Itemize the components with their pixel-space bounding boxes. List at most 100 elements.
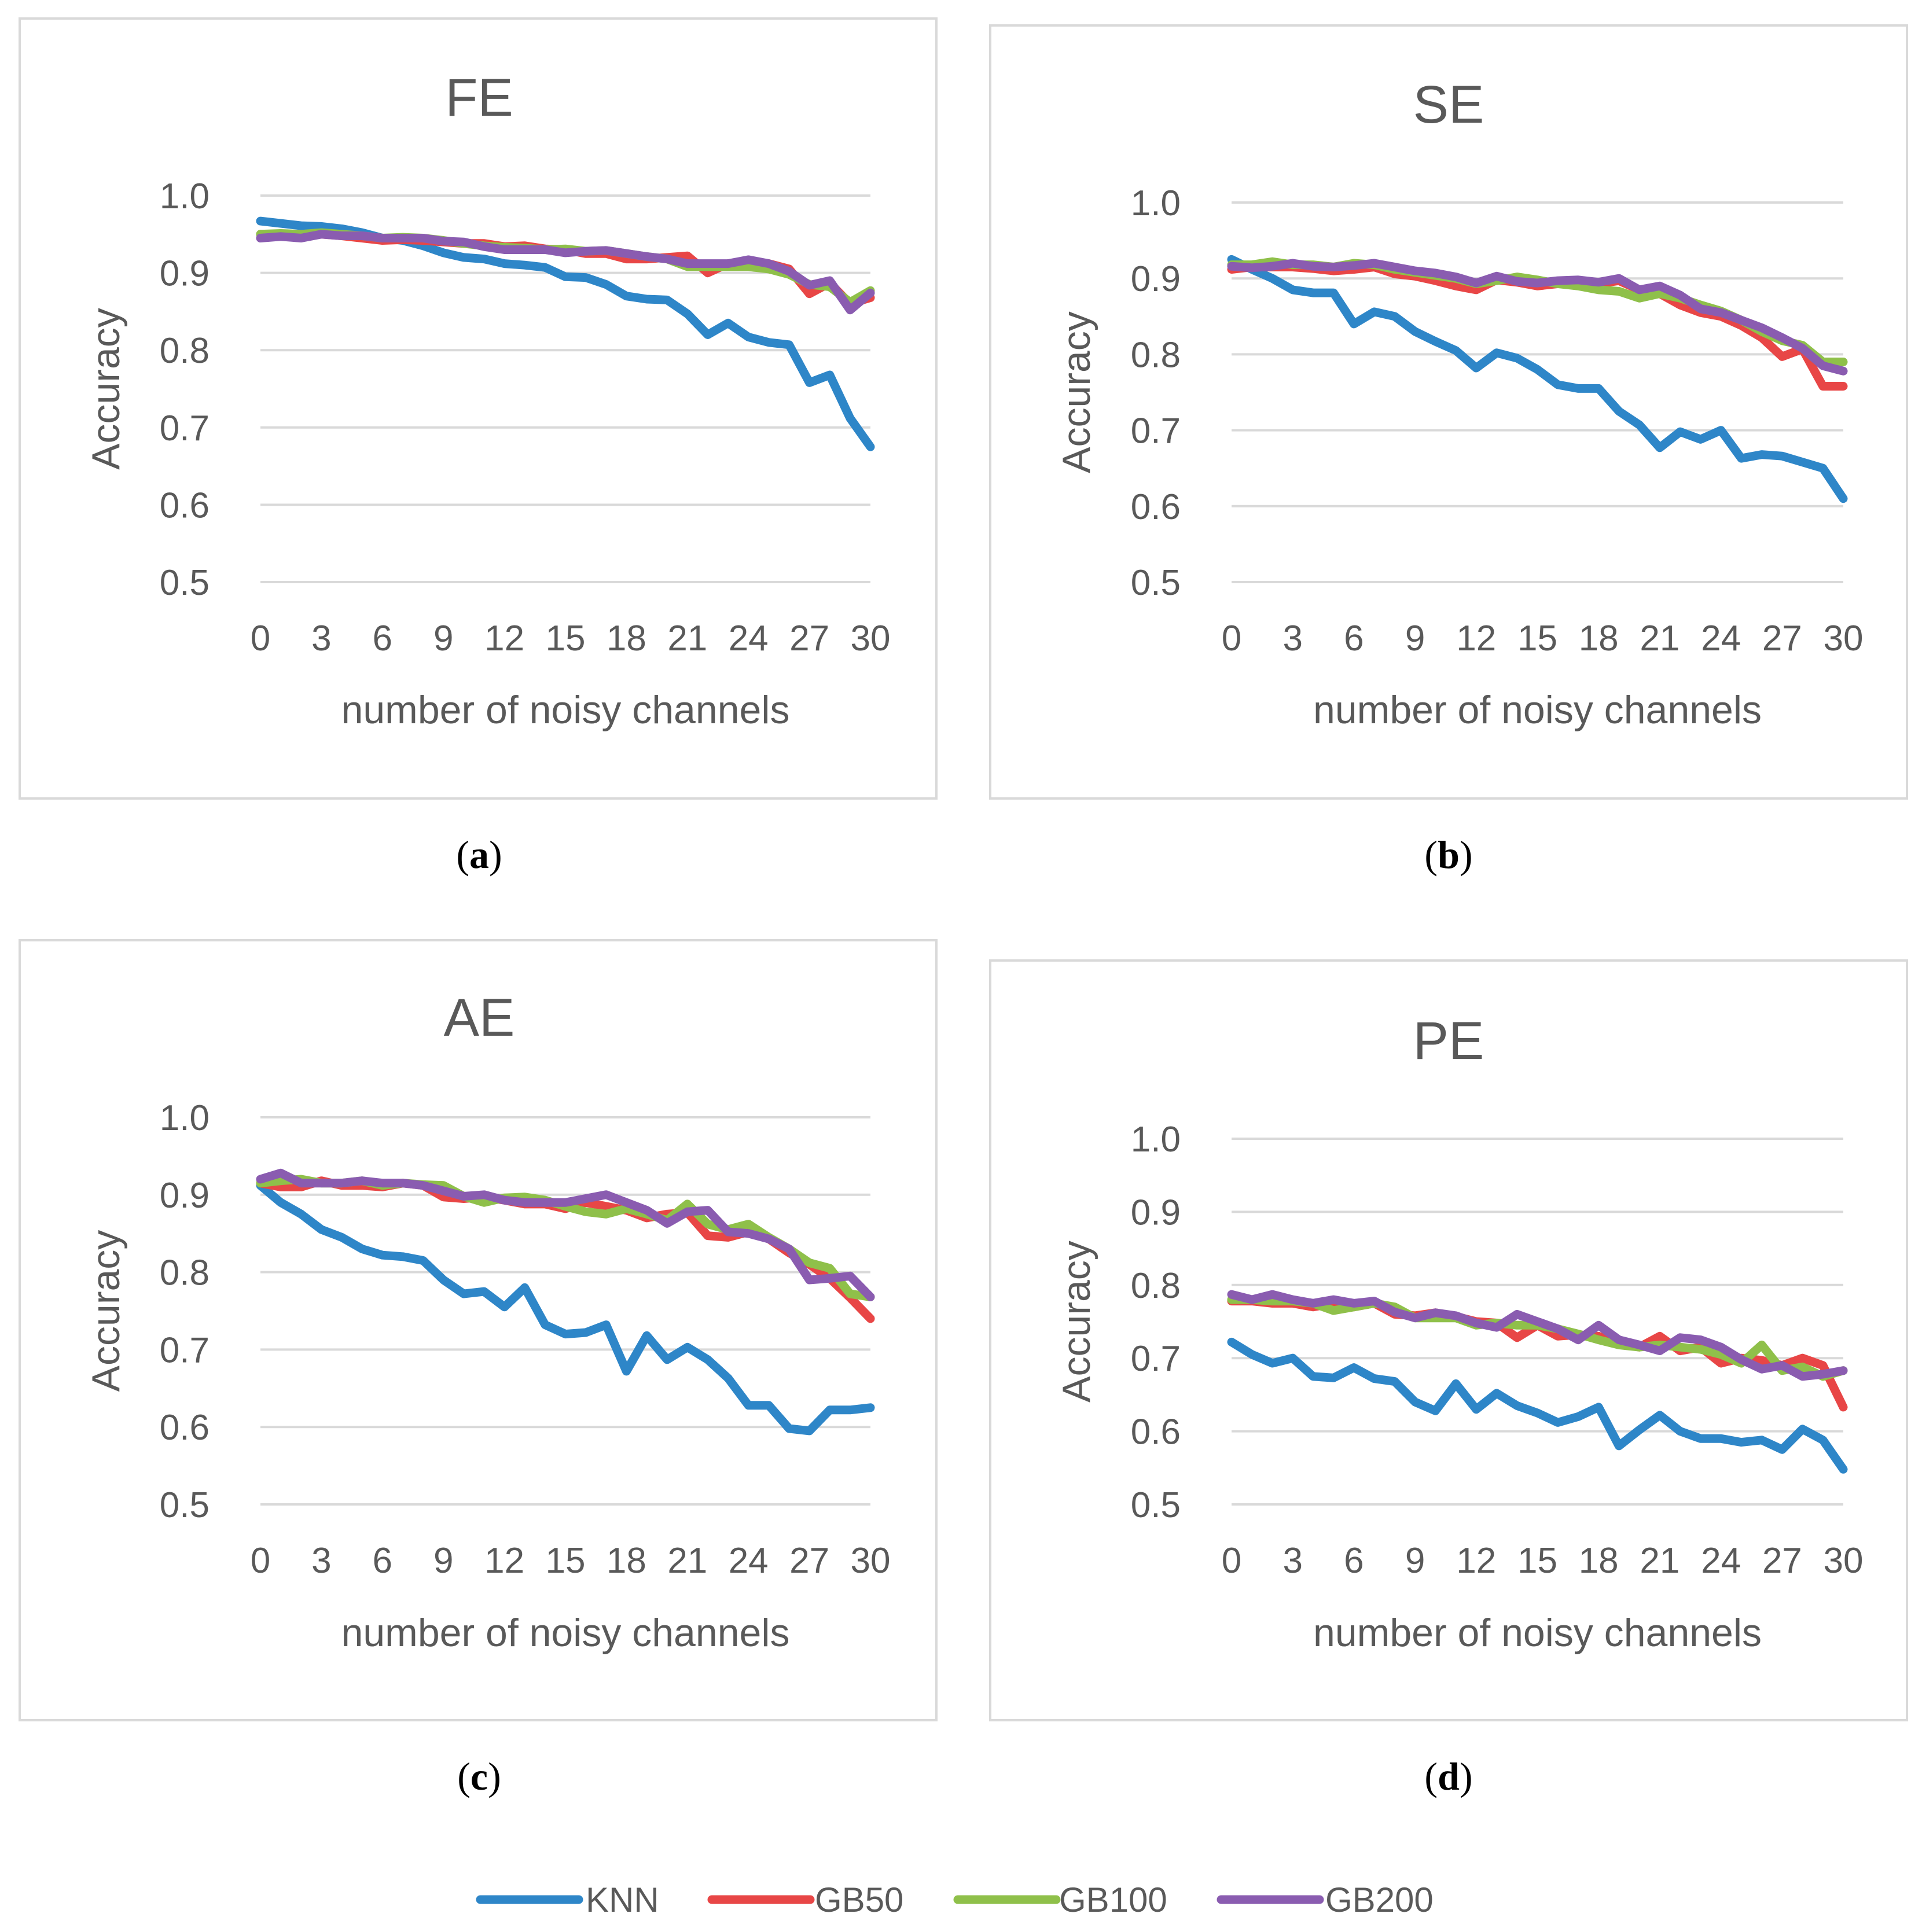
x-tick-label: 6 [373,619,392,658]
panel-frame [989,959,1908,1721]
series-line-knn [1227,1337,1848,1474]
legend-label: GB200 [1325,1881,1434,1919]
x-tick-label: 15 [1517,619,1557,658]
x-tick-label: 24 [729,619,769,658]
x-tick-label: 3 [1282,1541,1302,1581]
chart-panels: 0.50.60.70.80.91.00 3 6 9 12 15 18 21 24 27 30FEnu… [19,17,1908,1798]
y-axis-label: Accuracy [1054,311,1098,473]
y-tick-label: 1.0 [160,176,210,216]
x-axis-label: number of noisy channels [341,1611,790,1655]
y-axis-label: Accuracy [84,1230,128,1392]
y-tick-label: 0.7 [1131,411,1181,451]
panel-frame [19,17,938,800]
y-tick-label: 0.5 [160,1485,210,1525]
x-tick-label: 21 [667,619,707,658]
chart-panel-ae: 0.5 0.6 0.7 0.8 0.9 1.0 0 3 6 9 12 15 18 21 24 27 30 AE nu… [19,939,938,1798]
x-tick-label: 21 [667,1541,707,1581]
chart-panel-fe: 0.5 0.6 0.7 0.8 0.9 1.0 0 3 6 9 12 15 18 21 24 27 30 FE nu… [19,17,938,877]
y-tick-label: 0.7 [160,409,210,448]
x-tick-label: 3 [1282,619,1302,658]
x-tick-label: 27 [789,1541,829,1581]
x-tick-label: 18 [1579,1541,1619,1581]
x-tick-label: 6 [1344,1541,1364,1581]
x-axis-label: number of noisy channels [1313,1611,1762,1655]
x-tick-label: 30 [1824,619,1864,658]
series-line-gb200 [1227,259,1848,376]
chart-title: AE [444,988,515,1047]
x-tick-label: 0 [1222,619,1241,658]
panel-frame [19,939,938,1721]
x-tick-label: 12 [1456,1541,1496,1581]
y-tick-label: 0.9 [160,254,210,294]
legend-item-gb100: GB100 [953,1881,1167,1919]
x-tick-label: 30 [1824,1541,1864,1581]
chart-title: SE [1413,75,1484,134]
x-tick-label: 6 [1344,619,1364,658]
x-tick-label: 27 [1762,619,1802,658]
series-line-gb200 [256,1168,875,1301]
series-line-gb200 [256,230,875,315]
chart-panel-pe: 0.5 0.6 0.7 0.8 0.9 1.0 0 3 6 9 12 15 18 21 24 27 30 PE nu… [989,959,1908,1798]
x-tick-label: 24 [1701,1541,1741,1581]
legend-label: GB50 [815,1881,903,1919]
legend-item-gb200: GB200 [1217,1881,1434,1919]
x-axis-label: number of noisy channels [341,688,790,732]
y-tick-label: 0.6 [1131,1412,1181,1452]
x-tick-label: 21 [1640,1541,1680,1581]
x-tick-label: 6 [373,1541,392,1581]
legend-item-gb50: GB50 [707,1881,903,1919]
x-tick-label: 12 [484,1541,524,1581]
panel-caption: (b) [1424,833,1472,877]
chart-panel-se: 0.5 0.6 0.7 0.8 0.9 1.0 0 3 6 9 12 15 18 21 24 27 30 SE nu… [989,24,1908,877]
x-tick-label: 12 [484,619,524,658]
x-tick-label: 21 [1640,619,1680,658]
x-tick-label: 9 [1405,1541,1425,1581]
x-tick-label: 12 [1456,619,1496,658]
x-tick-label: 27 [789,619,829,658]
x-tick-label: 18 [1579,619,1619,658]
x-tick-label: 0 [1222,1541,1241,1581]
panel-caption: (d) [1424,1754,1472,1798]
x-tick-label: 15 [546,1541,586,1581]
x-tick-label: 30 [851,1541,891,1581]
x-tick-label: 30 [851,619,891,658]
y-tick-label: 0.7 [160,1330,210,1370]
y-tick-label: 1.0 [160,1098,210,1138]
x-tick-label: 18 [607,619,646,658]
legend-item-knn: KNN [476,1881,659,1919]
y-tick-label: 1.0 [1131,1120,1181,1160]
y-tick-label: 0.9 [1131,1193,1181,1232]
panel-caption: (a) [456,833,502,877]
y-tick-label: 0.8 [160,1253,210,1293]
y-tick-label: 0.8 [160,331,210,371]
x-tick-label: 18 [607,1541,646,1581]
series-line-gb200 [1227,1290,1848,1381]
y-tick-label: 1.0 [1131,183,1181,223]
y-tick-label: 0.8 [1131,335,1181,375]
y-tick-label: 0.6 [160,1408,210,1448]
x-tick-label: 9 [1405,619,1425,658]
x-tick-label: 24 [1701,619,1741,658]
x-tick-label: 9 [433,1541,453,1581]
y-tick-label: 0.5 [160,563,210,603]
x-tick-label: 3 [311,1541,331,1581]
legend-label: GB100 [1059,1881,1167,1919]
series-line-knn [256,1181,875,1436]
x-tick-label: 0 [251,619,270,658]
y-tick-label: 0.9 [1131,259,1181,299]
y-tick-label: 0.6 [1131,487,1181,527]
panel-frame [989,24,1908,800]
y-tick-label: 0.5 [1131,563,1181,603]
x-tick-label: 9 [433,619,453,658]
x-tick-label: 3 [311,619,331,658]
y-axis-label: Accuracy [1054,1241,1098,1403]
y-axis-label: Accuracy [84,308,128,470]
panel-caption: (c) [457,1754,501,1798]
series-line-knn [1227,255,1848,503]
x-tick-label: 27 [1762,1541,1802,1581]
x-tick-label: 15 [546,619,586,658]
x-tick-label: 24 [729,1541,769,1581]
y-tick-label: 0.9 [160,1176,210,1216]
y-tick-label: 0.7 [1131,1339,1181,1379]
